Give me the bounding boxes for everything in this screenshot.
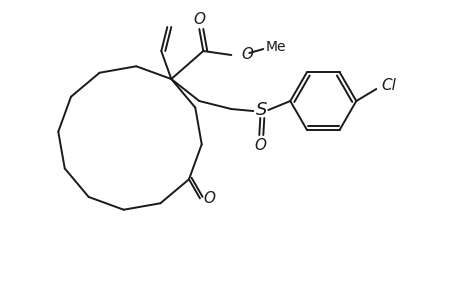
Text: O: O bbox=[254, 137, 266, 152]
Text: Cl: Cl bbox=[380, 77, 395, 92]
Text: O: O bbox=[241, 46, 253, 62]
Text: S: S bbox=[255, 101, 266, 119]
Text: O: O bbox=[202, 191, 214, 206]
Text: O: O bbox=[193, 11, 205, 26]
Text: Me: Me bbox=[265, 40, 285, 54]
